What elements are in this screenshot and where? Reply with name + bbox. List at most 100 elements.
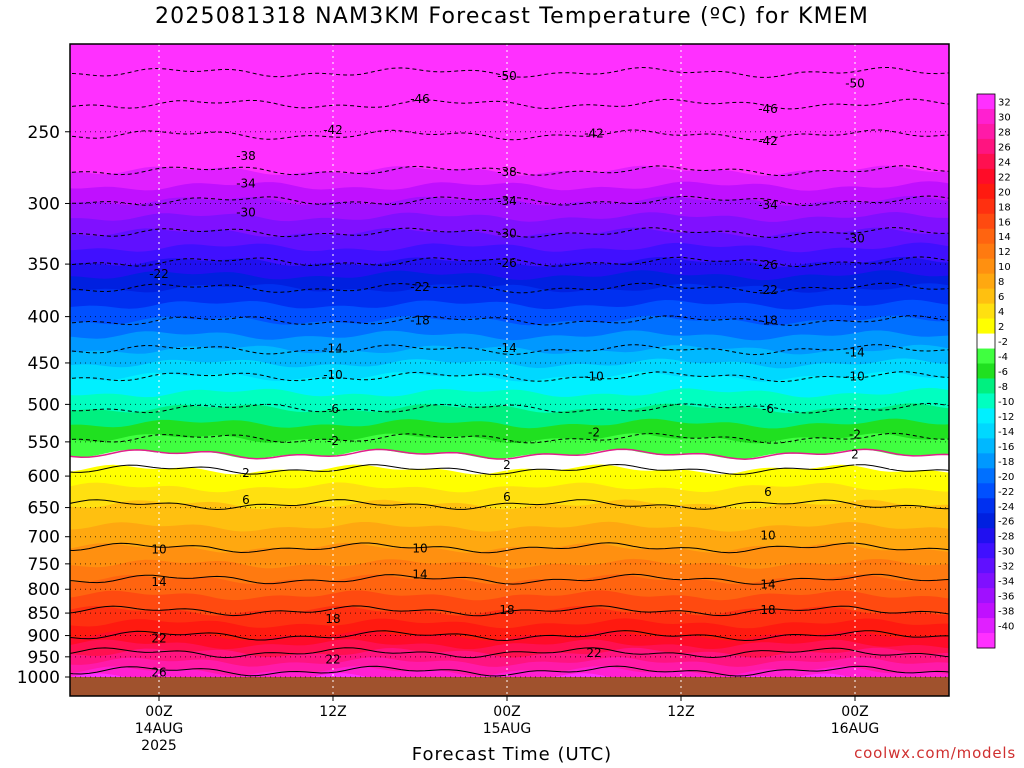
temperature-contours — [70, 66, 949, 677]
contour-label: 18 — [499, 603, 514, 617]
colorbar-swatch — [977, 363, 995, 379]
contour-label: -30 — [845, 232, 865, 246]
y-tick-label: 250 — [28, 123, 60, 143]
contour-label: 6 — [503, 490, 511, 504]
y-tick-label: 450 — [28, 354, 60, 374]
colorbar-tick-label: 22 — [998, 172, 1011, 183]
contour-label: -34 — [236, 176, 256, 190]
colorbar-swatch — [977, 558, 995, 574]
colorbar-tick-label: -18 — [998, 457, 1014, 468]
colorbar-swatch — [977, 528, 995, 544]
plot-frame — [69, 43, 950, 697]
contour-label: -10 — [584, 370, 604, 384]
contour-line — [70, 282, 949, 294]
colorbar-swatch — [977, 633, 995, 649]
contour-label: -22 — [149, 267, 169, 281]
y-tick-label: 300 — [28, 194, 60, 214]
y-tick-label: 850 — [28, 604, 60, 624]
contour-label: -46 — [410, 92, 430, 106]
contour-label: 22 — [325, 652, 340, 666]
contour-line — [70, 605, 949, 617]
contour-label: -18 — [758, 314, 778, 328]
colorbar-tick-label: 18 — [998, 202, 1011, 213]
freezing-level-line — [70, 448, 949, 460]
contour-label: 18 — [325, 612, 340, 626]
colorbar-tick-label: 32 — [998, 97, 1011, 108]
credit-link[interactable]: coolwx.com/models — [854, 744, 1016, 762]
y-tick-label: 500 — [28, 395, 60, 415]
contour-label: 18 — [760, 603, 775, 617]
y-tick-label: 900 — [28, 627, 60, 647]
x-tick-label: 15AUG — [483, 721, 532, 737]
colorbar-swatch — [977, 108, 995, 125]
contour-line — [70, 647, 949, 659]
colorbar-swatch — [977, 453, 995, 469]
contour-line — [70, 315, 949, 326]
x-tick-label: 12Z — [319, 704, 346, 720]
colorbar-tick-label: 12 — [998, 247, 1011, 258]
x-tick-label: 12Z — [667, 704, 694, 720]
contour-line — [70, 344, 949, 356]
x-tick-label: 14AUG — [135, 721, 184, 737]
colorbar-tick-label: 10 — [998, 262, 1011, 273]
contour-label: -14 — [323, 342, 343, 356]
contour-line — [70, 227, 949, 238]
colorbar-swatch — [977, 303, 995, 320]
y-tick-label: 550 — [28, 433, 60, 453]
y-tick-label: 650 — [28, 499, 60, 519]
colorbar-tick-label: -10 — [998, 397, 1014, 408]
colorbar-tick-label: -38 — [998, 607, 1014, 618]
colorbar-tick-label: 28 — [998, 127, 1011, 138]
x-tick-label: 00Z — [841, 704, 868, 720]
contour-label: -14 — [845, 345, 865, 359]
contour-line — [70, 463, 949, 475]
colorbar-swatch — [977, 228, 995, 245]
colorbar-tick-label: -20 — [998, 472, 1014, 483]
contour-label: -10 — [323, 368, 343, 382]
colorbar-tick-label: -4 — [998, 352, 1008, 363]
contour-line — [70, 195, 949, 207]
colorbar-swatch — [977, 588, 995, 604]
pressure-axis: 250 300 350 400 450 500 550 600 650 700 750 800 850 9… — [17, 123, 70, 688]
y-tick-label: 400 — [28, 308, 60, 328]
contour-label: 6 — [242, 493, 250, 507]
colorbar-swatch — [977, 153, 995, 170]
contour-label: -50 — [497, 69, 517, 83]
colorbar-tick-label: -14 — [998, 427, 1014, 438]
colorbar-tick-label: 2 — [998, 322, 1004, 333]
contour-label: 2 — [242, 466, 250, 480]
chart-title: 2025081318 NAM3KM Forecast Temperature (… — [154, 4, 870, 29]
contour-label: -42 — [323, 123, 343, 137]
contour-label: -30 — [236, 206, 256, 220]
colorbar-tick-label: 16 — [998, 217, 1011, 228]
colorbar-swatch — [977, 258, 995, 275]
colorbar-tick-label: -30 — [998, 547, 1014, 558]
contour-label: 14 — [412, 568, 427, 582]
colorbar-swatch — [977, 198, 995, 215]
grid-lines — [70, 44, 949, 696]
contour-label: 2 — [851, 448, 859, 462]
contour-line — [70, 542, 949, 554]
colorbar: 32 30 28 26 24 22 20 18 16 14 12 10 8 6 4 2 -2 -4 -6 -8 -10 -… — [976, 93, 1014, 649]
colorbar-tick-label: 26 — [998, 142, 1011, 153]
colorbar-tick-label: -36 — [998, 592, 1014, 603]
contour-line — [70, 665, 949, 677]
colorbar-swatch — [977, 618, 995, 634]
colorbar-tick-label: -32 — [998, 562, 1014, 573]
colorbar-tick-label: -22 — [998, 487, 1014, 498]
colorbar-swatch — [977, 393, 995, 409]
y-tick-label: 750 — [28, 555, 60, 575]
colorbar-tick-label: -24 — [998, 502, 1014, 513]
contour-line — [70, 432, 949, 444]
contour-label: 10 — [151, 542, 166, 556]
contour-line — [70, 129, 949, 141]
contour-label: -22 — [410, 280, 430, 294]
colorbar-swatch — [977, 408, 995, 424]
colorbar-frame — [976, 93, 996, 649]
colorbar-swatch — [977, 273, 995, 290]
contour-label: -34 — [758, 198, 778, 212]
contour-line — [70, 402, 949, 414]
colorbar-swatch — [977, 483, 995, 499]
